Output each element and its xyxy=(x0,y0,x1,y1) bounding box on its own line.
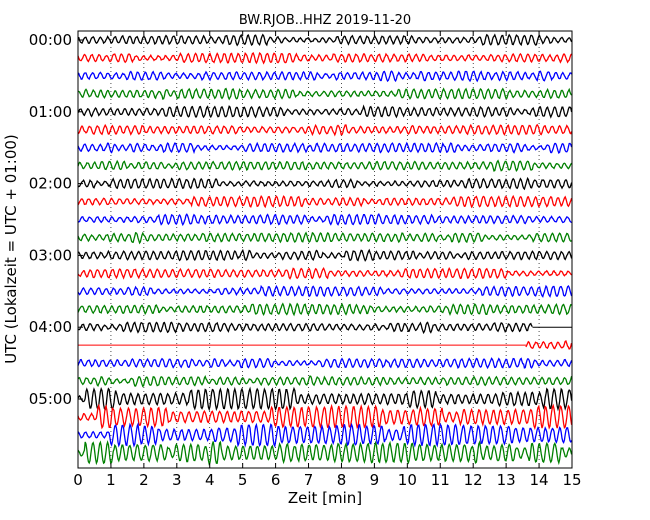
seismogram-trace-0145 xyxy=(77,159,573,172)
seismogram-trace-0445 xyxy=(77,375,573,388)
x-axis-label: Zeit [min] xyxy=(288,489,362,507)
seismogram-trace-0530 xyxy=(77,421,573,448)
seismogram-trace-0100 xyxy=(77,104,573,119)
trace-group xyxy=(77,33,573,466)
y-tick-label: 05:00 xyxy=(29,390,72,408)
seismogram-trace-0000 xyxy=(78,33,573,47)
seismogram-trace-0230 xyxy=(77,213,572,227)
x-tick-label: 0 xyxy=(73,471,83,489)
x-tick-label: 15 xyxy=(562,471,581,489)
seismogram-trace-0400 xyxy=(77,321,533,335)
x-tick-label: 14 xyxy=(530,471,549,489)
seismogram-trace-0245 xyxy=(77,231,572,245)
x-tick-label: 12 xyxy=(464,471,483,489)
x-tick-label: 4 xyxy=(205,471,215,489)
y-tick-label: 02:00 xyxy=(29,175,72,193)
x-tick-label: 2 xyxy=(139,471,149,489)
seismogram-trace-0430 xyxy=(77,357,573,370)
y-tick-label: 04:00 xyxy=(29,318,72,336)
seismogram-trace-0515 xyxy=(77,403,573,430)
y-tick-label: 00:00 xyxy=(29,31,72,49)
seismogram-trace-0215 xyxy=(77,194,573,209)
x-tick-label: 10 xyxy=(398,471,417,489)
x-axis: 0 1 2 3 4 5 6 7 8 9 10 11 12 13 14 15 xyxy=(73,31,582,489)
y-axis: 00:00 01:00 02:00 03:00 04:00 05:00 xyxy=(29,31,83,408)
x-tick-label: 5 xyxy=(238,471,248,489)
seismogram-trace-0330 xyxy=(77,284,573,298)
x-tick-label: 1 xyxy=(106,471,116,489)
x-tick-label: 7 xyxy=(304,471,314,489)
seismogram-trace-0015 xyxy=(77,51,573,65)
seismogram-trace-0200 xyxy=(77,176,573,191)
y-axis-label: UTC (Lokalzeit = UTC + 01:00) xyxy=(2,134,20,364)
x-tick-label: 6 xyxy=(271,471,281,489)
x-tick-label: 8 xyxy=(337,471,347,489)
seismogram-trace-0115 xyxy=(77,123,573,137)
seismogram-trace-0415 xyxy=(525,340,573,350)
plot-frame xyxy=(77,30,573,469)
grid-lines xyxy=(110,31,540,468)
y-tick-label: 03:00 xyxy=(29,246,72,264)
seismogram-trace-0315 xyxy=(77,267,573,280)
x-tick-label: 11 xyxy=(431,471,450,489)
seismogram-trace-0130 xyxy=(77,141,573,155)
seismogram-trace-0030 xyxy=(77,70,573,83)
chart-title: BW.RJOB..HHZ 2019-11-20 xyxy=(239,13,411,28)
seismogram-trace-0500 xyxy=(77,386,573,412)
x-tick-label: 13 xyxy=(497,471,516,489)
x-tick-label: 3 xyxy=(172,471,182,489)
y-tick-label: 01:00 xyxy=(29,103,72,121)
seismogram-trace-0045 xyxy=(77,87,573,101)
seismogram-trace-0545 xyxy=(77,439,573,466)
x-tick-label: 9 xyxy=(370,471,380,489)
seismogram-trace-0345 xyxy=(77,302,572,317)
seismogram-trace-0300 xyxy=(77,248,573,262)
